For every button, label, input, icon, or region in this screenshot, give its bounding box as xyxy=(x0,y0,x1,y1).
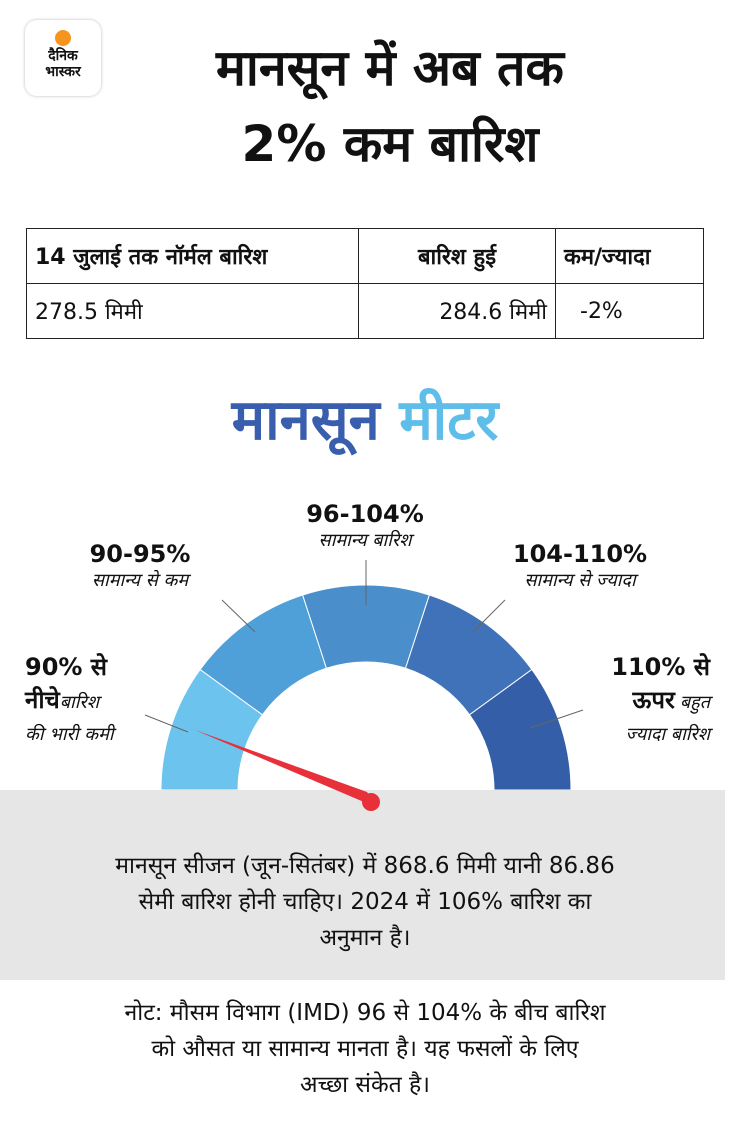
leader xyxy=(529,709,584,729)
leader xyxy=(221,599,256,633)
title: मानसून में अब तक 2% कम बारिश xyxy=(110,30,670,182)
meter-title-a: मानसून xyxy=(231,388,380,453)
logo-text: दैनिक xyxy=(48,48,78,64)
segment-label: 96-104% सामान्य बारिश xyxy=(280,500,450,552)
desc: ज्यादा बारिश xyxy=(625,724,710,745)
note-line: नोट: मौसम विभाग (IMD) 96 से 104% के बीच … xyxy=(124,1000,606,1026)
table-header: 14 जुलाई तक नॉर्मल बारिश xyxy=(26,228,359,284)
table-header: बारिश हुई xyxy=(358,228,556,284)
needle-hub xyxy=(362,793,380,811)
range: 90% से xyxy=(25,653,108,681)
info-line: मानसून सीजन (जून-सितंबर) में 868.6 मिमी … xyxy=(115,853,615,879)
logo: दैनिक भास्कर xyxy=(25,20,101,96)
note-line: को औसत या सामान्य मानता है। यह फसलों के … xyxy=(151,1036,579,1062)
info-line: सेमी बारिश होनी चाहिए। 2024 में 106% बार… xyxy=(138,889,592,915)
segment-label: 90% से नीचेबारिश की भारी कमी xyxy=(10,650,160,746)
desc: सामान्य बारिश xyxy=(318,530,412,551)
table-header: कम/ज्यादा xyxy=(555,228,704,284)
leader xyxy=(144,714,189,733)
table-cell: 284.6 मिमी xyxy=(358,283,556,339)
range: नीचे xyxy=(25,686,60,714)
range: 104-110% xyxy=(512,540,648,568)
range: ऊपर xyxy=(632,686,675,714)
leader xyxy=(472,599,506,633)
needle-body xyxy=(195,730,378,808)
range: 96-104% xyxy=(306,500,424,528)
info-text: मानसून सीजन (जून-सितंबर) में 868.6 मिमी … xyxy=(0,848,730,956)
range: 90-95% xyxy=(89,540,191,568)
range: 110% से xyxy=(611,653,710,681)
desc: बहुत xyxy=(679,692,710,713)
title-line: 2% कम बारिश xyxy=(241,115,539,173)
desc: की भारी कमी xyxy=(25,724,114,745)
segment-label: 104-110% सामान्य से ज्यादा xyxy=(490,540,670,592)
desc: बारिश xyxy=(59,692,99,713)
table-cell: -2% xyxy=(555,283,704,339)
logo-text: भास्कर xyxy=(45,64,81,80)
segment-label: 90-95% सामान्य से कम xyxy=(55,540,225,592)
note-line: अच्छा संकेत है। xyxy=(300,1072,430,1098)
desc: सामान्य से ज्यादा xyxy=(524,570,636,591)
segment-label: 110% से ऊपर बहुत ज्यादा बारिश xyxy=(560,650,710,746)
meter-title: मानसून मीटर xyxy=(0,380,730,456)
table-cell: 278.5 मिमी xyxy=(26,283,359,339)
data-table: 14 जुलाई तक नॉर्मल बारिश बारिश हुई कम/ज्या… xyxy=(26,228,704,339)
info-line: अनुमान है। xyxy=(319,925,411,951)
note-text: नोट: मौसम विभाग (IMD) 96 से 104% के बीच … xyxy=(0,995,730,1103)
meter-title-b: मीटर xyxy=(399,388,499,453)
desc: सामान्य से कम xyxy=(91,570,189,591)
info-box xyxy=(0,790,725,980)
title-line: मानसून में अब तक xyxy=(216,39,564,97)
